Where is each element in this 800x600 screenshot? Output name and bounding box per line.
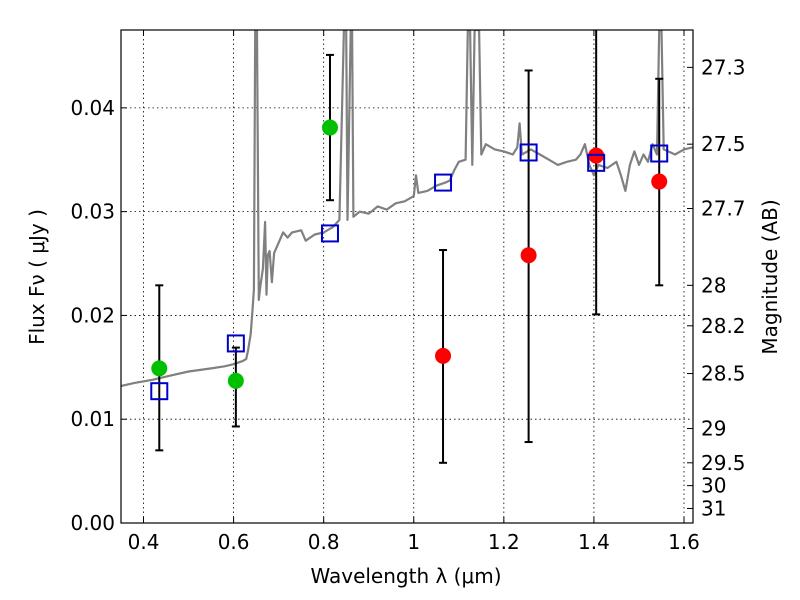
y-tick-label: 0.02 xyxy=(70,303,115,327)
y-tick-label: 0.01 xyxy=(70,407,115,431)
y-right-tick-label: 27.5 xyxy=(701,132,746,156)
x-tick-label: 1.2 xyxy=(488,530,520,554)
red-data-point xyxy=(435,347,452,364)
model-flux-square xyxy=(587,153,606,172)
x-tick-label: 0.6 xyxy=(218,530,250,554)
model-flux-square xyxy=(150,382,169,401)
y-right-tick-label: 29.5 xyxy=(701,451,746,475)
model-flux-square xyxy=(650,144,669,163)
x-tick-label: 0.4 xyxy=(128,530,160,554)
x-tick-label: 1.4 xyxy=(578,530,610,554)
y-axis-label: Flux Fν ( μJy ) xyxy=(25,209,49,345)
ticks-layer: 0.4 0.6 0.8 1 1.2 1.4 1.6 0.00 0.01 0.02 0.03 0.04 2… xyxy=(70,30,746,554)
data-layer xyxy=(121,30,693,388)
model-flux-square xyxy=(320,224,339,243)
y-right-tick-label: 28.2 xyxy=(701,314,746,338)
x-tick-label: 1 xyxy=(407,530,420,554)
y-right-tick-label: 27.7 xyxy=(701,197,746,221)
model-flux-square xyxy=(519,143,538,162)
y-tick-label: 0.03 xyxy=(70,200,115,224)
x-axis-label: Wavelength λ (μm) xyxy=(310,564,501,588)
x-tick-label: 0.8 xyxy=(308,530,340,554)
markers-layer xyxy=(150,30,669,464)
y-tick-label: 0.00 xyxy=(70,511,115,535)
model-flux-square xyxy=(226,334,245,353)
y-tick-label: 0.04 xyxy=(70,96,115,120)
green-data-point xyxy=(321,119,338,136)
y-right-tick-label: 29 xyxy=(701,417,726,441)
y-right-tick-label: 28 xyxy=(701,273,726,297)
grid-lines xyxy=(121,30,693,523)
y-right-axis-label: Magnitude (AB) xyxy=(758,199,782,354)
y-right-tick-label: 28.5 xyxy=(701,362,746,386)
model-flux-square xyxy=(434,173,453,192)
y-right-tick-label: 27.3 xyxy=(701,55,746,79)
red-data-point xyxy=(520,247,537,264)
x-tick-label: 1.6 xyxy=(668,530,700,554)
model-spectrum-line xyxy=(121,30,693,388)
green-data-point xyxy=(151,360,168,377)
red-data-point xyxy=(651,173,668,190)
green-data-point xyxy=(227,372,244,389)
plot-frame xyxy=(120,29,694,524)
y-right-tick-label: 31 xyxy=(701,496,726,520)
y-right-tick-label: 30 xyxy=(701,474,726,498)
